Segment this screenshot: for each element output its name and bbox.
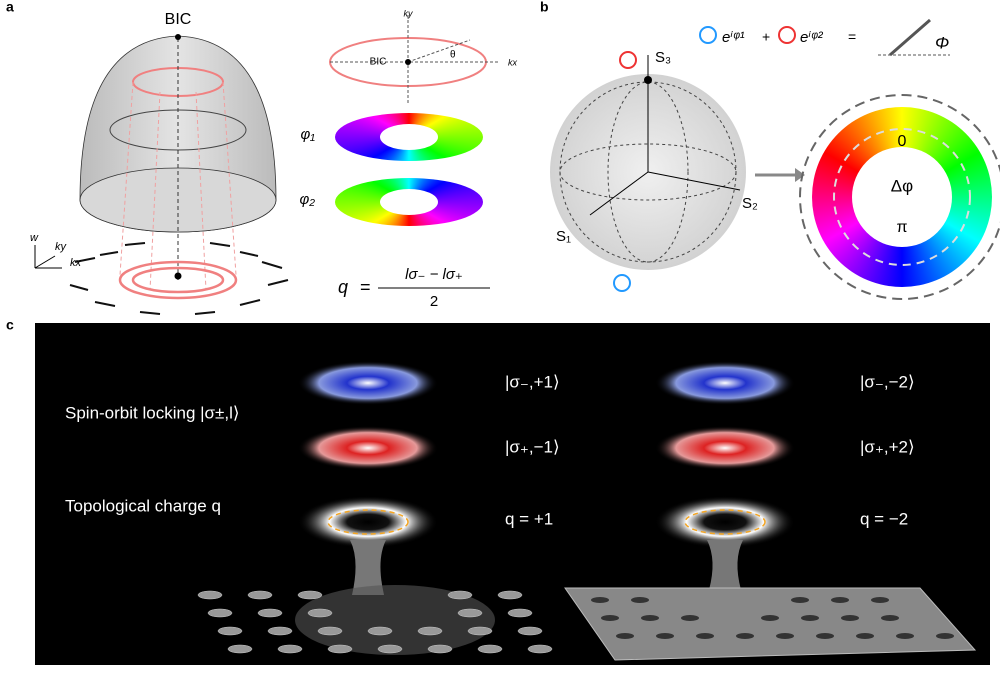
- page: {"panel_a": {"label": "a", "bic": "BIC",…: [0, 0, 1000, 673]
- state-label: |σ₋,+1⟩: [505, 372, 560, 391]
- phase-label: φ₂: [299, 191, 315, 208]
- beam-profile: [655, 361, 795, 405]
- ring-label: Δφ: [891, 176, 913, 195]
- axis-label: S₁: [556, 228, 571, 245]
- phase-label: φ₁: [300, 126, 315, 143]
- axis-label: ky: [55, 241, 68, 253]
- arrow-head: [795, 168, 805, 182]
- pole: [644, 76, 652, 84]
- formula: q: [338, 277, 348, 297]
- formula: =: [360, 277, 371, 297]
- polarization-icon: [614, 275, 630, 291]
- angle-line: [408, 40, 470, 62]
- axis-label: kx: [70, 257, 82, 269]
- polarization-icon: [620, 52, 636, 68]
- polarization-arrow: [890, 20, 930, 55]
- polarization-icon: [700, 27, 716, 43]
- state-label: |σ₊,+2⟩: [860, 437, 915, 456]
- panel-label: b: [540, 0, 549, 15]
- figure: a BIC w ky kx ky kx BIC θ φ₁ φ₂ q = lσ₋ …: [0, 0, 1000, 673]
- beam-profile: [655, 426, 795, 470]
- axis-label: kx: [508, 57, 518, 67]
- formula: =: [848, 29, 856, 45]
- formula: eⁱᵠ²: [800, 29, 824, 46]
- formula: +: [762, 29, 770, 45]
- beam-profile: [298, 426, 438, 470]
- state-label: |σ₋,−2⟩: [860, 372, 915, 391]
- bic-label: BIC: [165, 11, 192, 28]
- axis-label: w: [30, 232, 39, 244]
- charge-label: q = +1: [505, 509, 553, 528]
- panel-label: a: [6, 0, 14, 15]
- axis-label: S₂: [742, 195, 758, 212]
- axis-label: ky: [404, 8, 414, 18]
- ring-label: 0: [898, 133, 907, 150]
- bic-point: [175, 34, 181, 40]
- axis-label: S₃: [655, 49, 671, 66]
- row-label: Spin-orbit locking |σ±,l⟩: [65, 403, 240, 422]
- bic-point: [405, 59, 411, 65]
- bic-point: [175, 273, 182, 280]
- formula: lσ₋ − lσ₊: [405, 266, 463, 283]
- charge-label: q = −2: [860, 509, 908, 528]
- formula: 2: [430, 293, 438, 310]
- polarization-icon: [779, 27, 795, 43]
- ring-label: π: [896, 219, 907, 236]
- angle-label: Φ: [935, 33, 949, 52]
- formula: eⁱᵠ¹: [722, 29, 745, 46]
- panel-label: c: [6, 317, 14, 333]
- ring-label: BIC: [370, 57, 387, 68]
- photonic-slab: [565, 588, 975, 660]
- row-label: Topological charge q: [65, 496, 221, 515]
- state-label: |σ₊,−1⟩: [505, 437, 560, 456]
- theta-label: θ: [450, 50, 456, 61]
- beam-profile: [298, 361, 438, 405]
